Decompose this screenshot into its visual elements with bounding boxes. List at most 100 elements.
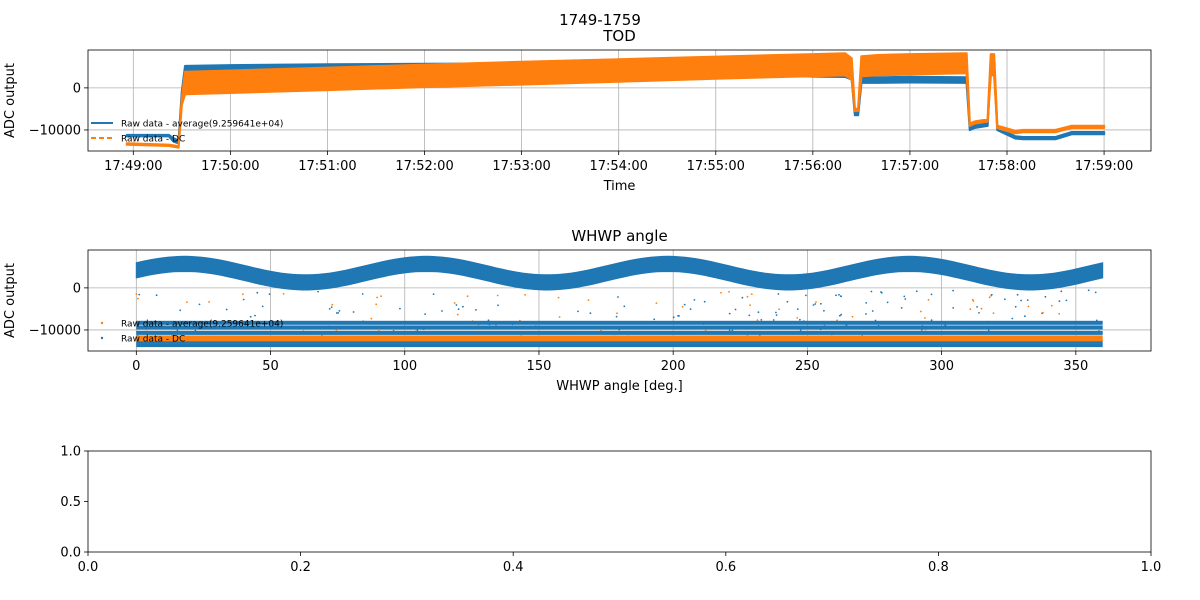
- scatter-point: [814, 303, 817, 305]
- scatter-point: [772, 319, 775, 321]
- legend-marker: [100, 336, 104, 340]
- legend-label: Raw data - average(9.259641e+04): [121, 320, 283, 330]
- scatter-point: [969, 308, 972, 311]
- scatter-point: [176, 329, 179, 332]
- scatter-point: [920, 310, 922, 313]
- x-axis-label: Time: [603, 179, 636, 194]
- scatter-point: [380, 295, 382, 298]
- data-layer: [135, 255, 1104, 348]
- scatter-point: [432, 293, 435, 295]
- scatter-point: [282, 293, 285, 295]
- scatter-point: [992, 312, 995, 315]
- scatter-point: [683, 303, 686, 306]
- scatter-point: [865, 313, 867, 315]
- scatter-point: [851, 315, 854, 318]
- scatter-band-dc: [136, 320, 1103, 325]
- scatter-point: [616, 312, 618, 315]
- scatter-point: [455, 304, 458, 306]
- scatter-point: [734, 308, 737, 311]
- x-tick-label: 50: [262, 359, 279, 374]
- x-tick-label: 17:49:00: [104, 159, 162, 174]
- x-tick-label: 250: [795, 359, 820, 374]
- scatter-band-dc: [136, 330, 1103, 335]
- x-tick-label: 1.0: [1141, 560, 1162, 575]
- scatter-point: [475, 309, 477, 311]
- scatter-point: [1058, 300, 1061, 303]
- scatter-point: [749, 304, 751, 307]
- scatter-point: [179, 309, 182, 312]
- scatter-point: [254, 314, 256, 317]
- y-tick-label: 1.0: [60, 445, 81, 460]
- scatter-point: [1058, 312, 1061, 315]
- scatter-point: [815, 301, 817, 303]
- subplot-title: TOD: [602, 27, 636, 45]
- scatter-point: [823, 309, 825, 312]
- scatter-point: [812, 304, 815, 306]
- x-tick-label: 17:52:00: [395, 159, 453, 174]
- figure-suptitle: 1749-1759: [559, 11, 641, 29]
- scatter-point: [330, 306, 333, 308]
- legend-label: Raw data - DC: [121, 135, 185, 145]
- scatter-point: [796, 308, 799, 310]
- scatter-point: [870, 290, 873, 293]
- legend: Raw data - average(9.259641e+04) Raw data…: [100, 320, 283, 345]
- scatter-point: [904, 298, 907, 300]
- subplot-1: 17:49:00 17:50:00 17:51:00 17:52:00 17:53:00…: [3, 27, 1152, 194]
- scatter-point: [703, 300, 706, 303]
- x-tick-label: 0.6: [715, 560, 736, 575]
- scatter-point: [839, 295, 842, 297]
- scatter-point: [249, 315, 252, 318]
- scatter-point: [799, 318, 801, 321]
- scatter-point: [988, 296, 991, 299]
- scatter-point: [441, 310, 443, 312]
- scatter-point: [1087, 289, 1090, 292]
- scatter-point: [268, 293, 271, 295]
- scatter-point: [242, 298, 245, 301]
- scatter-point: [927, 298, 930, 301]
- plot-area: [88, 250, 1151, 351]
- x-tick-label: 0.4: [503, 560, 524, 575]
- scatter-point: [457, 308, 460, 311]
- scatter-point: [331, 303, 334, 306]
- scatter-point: [370, 317, 373, 320]
- scatter-point: [1050, 304, 1053, 307]
- scatter-point: [1014, 305, 1017, 308]
- scatter-band-dc: [136, 325, 1103, 330]
- scatter-point: [424, 313, 426, 315]
- scatter-point: [1026, 299, 1029, 301]
- scatter-point: [376, 296, 378, 299]
- scatter-point: [617, 296, 619, 298]
- subplot-2: 0 50 100 150 200 250 300 350 0 −10000 WHWP angle WH…: [3, 227, 1152, 394]
- scatter-point: [980, 307, 983, 310]
- scatter-point: [1042, 311, 1044, 314]
- scatter-point: [952, 289, 954, 292]
- scatter-point: [577, 310, 579, 313]
- scatter-modulation-band: [135, 255, 1104, 291]
- scatter-point: [786, 300, 789, 303]
- scatter-band-dc: [136, 343, 1103, 348]
- subplot-title: WHWP angle: [571, 227, 667, 245]
- scatter-point: [900, 307, 903, 309]
- scatter-point: [1060, 290, 1063, 293]
- scatter-point: [748, 314, 751, 317]
- scatter-point: [920, 329, 923, 331]
- axes-frame: [87, 49, 1152, 152]
- scatter-point: [693, 299, 696, 301]
- scatter-point: [838, 293, 840, 296]
- scatter-point: [1011, 317, 1014, 320]
- scatter-point: [971, 298, 974, 301]
- axes-frame: [87, 249, 1152, 352]
- scatter-point: [987, 329, 990, 332]
- scatter-point: [760, 319, 763, 321]
- scatter-point: [777, 293, 780, 295]
- scatter-point: [557, 296, 560, 299]
- scatter-point: [335, 312, 338, 314]
- scatter-point: [746, 295, 749, 298]
- scatter-point: [623, 305, 626, 308]
- data-layer: [125, 52, 1106, 149]
- scatter-point: [466, 295, 469, 298]
- scatter-point: [871, 310, 874, 312]
- x-tick-label: 100: [392, 359, 417, 374]
- scatter-point: [930, 293, 933, 296]
